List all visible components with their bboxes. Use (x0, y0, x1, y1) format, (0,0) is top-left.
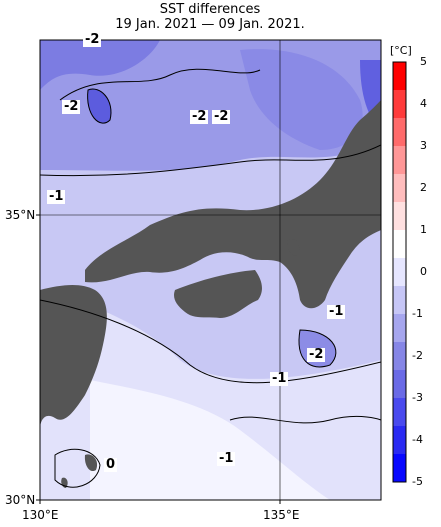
lon-label-135e: 135°E (263, 508, 300, 522)
colorbar-swatch (393, 314, 406, 343)
colorbar-swatch (393, 90, 406, 119)
colorbar-tick-label: 4 (420, 97, 427, 110)
colorbar-swatch (393, 426, 406, 455)
colorbar-frame (392, 61, 407, 483)
contour-label: -1 (327, 304, 346, 319)
colorbar-tick-label: -4 (412, 433, 423, 446)
lon-label-130e: 130°E (22, 508, 59, 522)
colorbar-tick-label: 2 (420, 181, 427, 194)
colorbar-swatch (393, 118, 406, 147)
colorbar-swatch (393, 146, 406, 175)
colorbar-tick-label: 5 (420, 55, 427, 68)
contour-label: -1 (270, 371, 289, 386)
colorbar-tick-label: -5 (412, 475, 423, 488)
lat-label-35n: 35°N (5, 208, 36, 222)
colorbar-unit: [°C] (390, 44, 412, 57)
contour-label: -2 (307, 347, 326, 362)
colorbar-swatch (393, 370, 406, 399)
map-subtitle: 19 Jan. 2021 — 09 Jan. 2021. (115, 17, 305, 32)
colorbar-swatch (393, 454, 406, 483)
map-title: SST differences (159, 2, 261, 17)
contour-label: -1 (217, 451, 236, 466)
contour-label: -2 (83, 32, 102, 47)
colorbar-tick-label: 1 (420, 223, 427, 236)
contour-label: -2 (62, 99, 81, 114)
colorbar-swatch (393, 174, 406, 203)
contour-label: -2 (212, 109, 231, 124)
colorbar-tick-label: -3 (412, 391, 423, 404)
colorbar-swatch (393, 62, 406, 91)
contour-label: -1 (47, 189, 66, 204)
lat-label-30n: 30°N (5, 493, 36, 507)
colorbar-tick-label: 0 (420, 265, 427, 278)
contour-label: 0 (104, 457, 118, 472)
colorbar-swatch (393, 342, 406, 371)
colorbar-tick-label: 3 (420, 139, 427, 152)
colorbar-swatch (393, 202, 406, 231)
colorbar-tick-label: -2 (412, 349, 423, 362)
colorbar-swatch (393, 258, 406, 287)
colorbar (392, 61, 407, 483)
contour-label: -2 (190, 109, 209, 124)
colorbar-swatch (393, 286, 406, 315)
colorbar-swatch (393, 398, 406, 427)
colorbar-tick-label: -1 (412, 307, 423, 320)
colorbar-swatch (393, 230, 406, 259)
